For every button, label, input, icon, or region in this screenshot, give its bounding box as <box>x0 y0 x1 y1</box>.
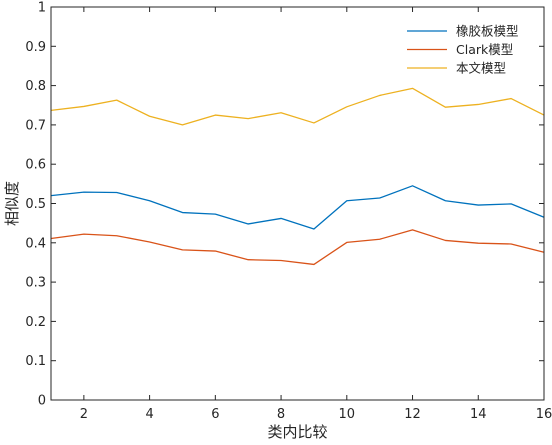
y-axis-label: 相似度 <box>3 181 21 226</box>
y-tick-label: 0.8 <box>25 79 46 94</box>
x-tick-label: 6 <box>211 407 219 422</box>
x-tick-label: 16 <box>536 407 552 422</box>
x-axis-label: 类内比较 <box>267 423 327 441</box>
ticks-layer: 2 4 6 8 10 12 14 16 0 0.1 0.2 0.3 0.4 0.5 0.6 0.7 0.8 0.9… <box>25 1 552 423</box>
legend-label-3: 本文模型 <box>456 61 506 76</box>
y-tick-label: 1 <box>38 1 46 16</box>
x-tick-label: 14 <box>470 407 487 422</box>
series-line-2 <box>50 229 545 266</box>
y-tick-label: 0.3 <box>25 276 46 291</box>
x-tick-label: 12 <box>404 407 421 422</box>
series-line-1 <box>50 185 545 230</box>
y-tick-label: 0.9 <box>25 40 46 55</box>
x-tick-label: 10 <box>339 407 356 422</box>
y-tick-label: 0.6 <box>25 158 46 173</box>
series-layer <box>50 87 545 266</box>
legend-label-2: Clark模型 <box>456 42 513 57</box>
series-line-3 <box>50 87 545 126</box>
y-tick-label: 0.2 <box>25 315 46 330</box>
y-tick-label: 0.5 <box>25 197 46 212</box>
x-tick-label: 8 <box>277 407 285 422</box>
x-tick-label: 2 <box>80 407 88 422</box>
x-tick-label: 4 <box>145 407 153 422</box>
y-tick-label: 0.7 <box>25 118 46 133</box>
legend-label-1: 橡胶板模型 <box>456 24 519 39</box>
y-tick-label: 0.1 <box>25 354 46 369</box>
y-tick-label: 0 <box>38 394 46 409</box>
y-tick-label: 0.4 <box>25 236 46 251</box>
